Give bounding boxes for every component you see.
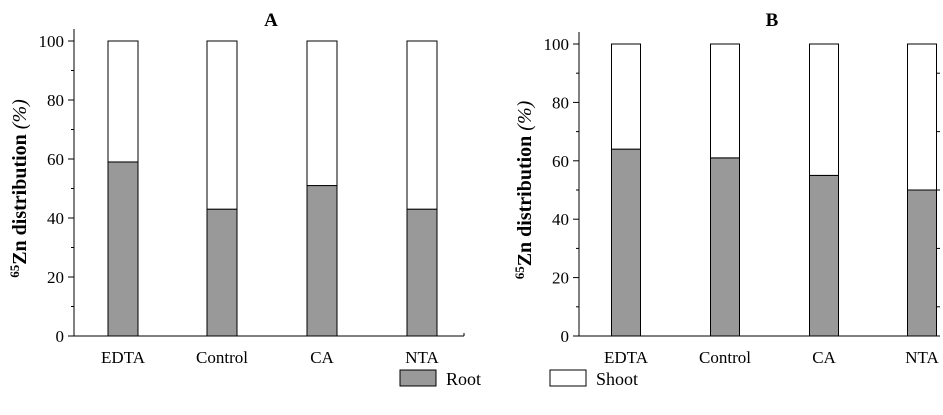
chart-title: B <box>766 10 779 31</box>
y-tick-label: 80 <box>47 91 64 110</box>
y-tick-label: 80 <box>552 93 569 112</box>
root-bar-segment-nta <box>907 189 937 337</box>
y-axis-label-unit: (%) <box>9 99 31 129</box>
x-tick-label: EDTA <box>101 348 146 367</box>
y-axis-label: 65Zn distribution (%) <box>512 100 536 279</box>
y-tick-label: 40 <box>47 209 64 228</box>
y-tick-label: 60 <box>552 152 569 171</box>
legend-shoot-swatch <box>549 369 587 387</box>
x-tick-label: CA <box>310 348 334 367</box>
legend: Root Shoot <box>399 369 638 389</box>
y-axis-label-superscript: 65 <box>7 264 22 278</box>
legend-root-swatch <box>399 369 437 387</box>
shoot-bar-segment-control <box>710 43 740 159</box>
root-bar-segment-edta <box>611 148 641 337</box>
y-tick-label: 0 <box>561 327 570 346</box>
panel-a: A 0 20 40 60 80 100 65Zn distribution (%) EDTA Co… <box>7 10 465 367</box>
y-tick-label: 20 <box>552 269 569 288</box>
root-bar-segment-ca <box>809 174 839 337</box>
legend-shoot-label: Shoot <box>596 369 638 389</box>
y-tick-label: 20 <box>47 268 64 287</box>
root-bar-segment-edta <box>107 161 139 337</box>
root-bar-segment-control <box>206 208 238 337</box>
root-bar-segment-control <box>710 157 740 337</box>
shoot-bar-segment-edta <box>611 43 641 150</box>
shoot-bar-segment-control <box>206 40 238 210</box>
x-tick-label: NTA <box>905 348 939 367</box>
x-tick-label: Control <box>699 348 751 367</box>
shoot-bar-segment-nta <box>406 40 438 210</box>
y-tick-label: 100 <box>39 32 65 51</box>
y-axis-label: 65Zn distribution (%) <box>7 99 31 278</box>
shoot-bar-segment-nta <box>907 43 937 191</box>
x-tick-label: EDTA <box>604 348 649 367</box>
y-axis-label-main: Zn distribution <box>514 131 536 267</box>
y-tick-label: 40 <box>552 210 569 229</box>
shoot-bar-segment-ca <box>809 43 839 176</box>
y-axis-label-superscript: 65 <box>512 266 527 280</box>
y-tick-label: 60 <box>47 150 64 169</box>
x-tick-label: Control <box>196 348 248 367</box>
x-tick-label: CA <box>812 348 836 367</box>
y-axis-label-unit: (%) <box>514 100 536 130</box>
y-tick-label: 100 <box>544 35 570 54</box>
shoot-bar-segment-ca <box>306 40 338 187</box>
shoot-bar-segment-edta <box>107 40 139 163</box>
root-bar-segment-ca <box>306 185 338 337</box>
chart-title: A <box>264 10 278 31</box>
y-tick-label: 0 <box>56 327 65 346</box>
y-axis-label-main: Zn distribution <box>9 129 31 265</box>
root-bar-segment-nta <box>406 208 438 337</box>
legend-root-label: Root <box>446 369 481 389</box>
x-tick-label: NTA <box>405 348 439 367</box>
panel-b: B 0 20 40 60 80 100 65Zn distribution (%) EDTA Co… <box>512 10 940 367</box>
